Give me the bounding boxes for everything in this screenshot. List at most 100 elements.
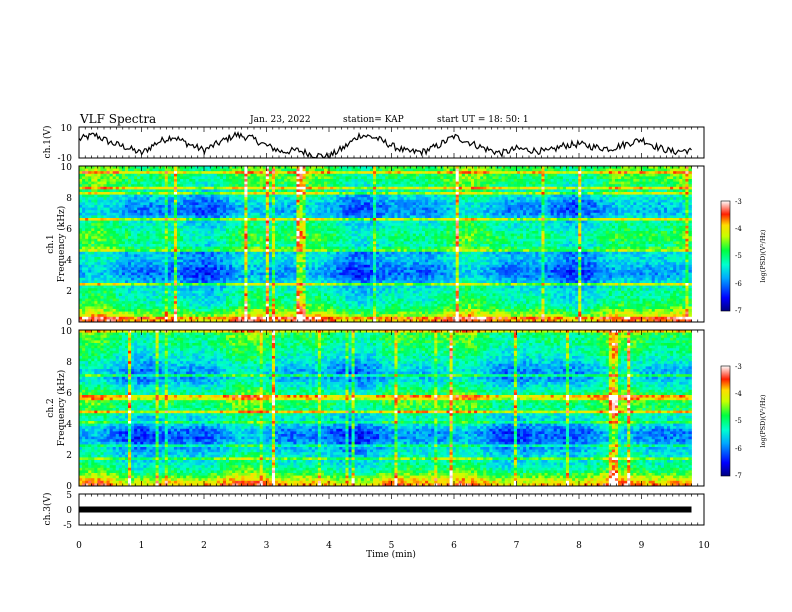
spectrogram-cell	[618, 171, 622, 175]
spectrogram-cell	[480, 220, 484, 224]
spectrogram-cell	[140, 207, 144, 211]
spectrogram-cell	[134, 179, 138, 182]
spectrogram-cell	[440, 189, 444, 193]
spectrogram-cell	[614, 210, 619, 214]
spectrogram-cell	[611, 171, 616, 175]
spectrogram-cell	[121, 181, 126, 185]
spectrogram-cell	[131, 171, 135, 175]
spectrogram-cell	[547, 199, 552, 203]
spectrogram-cell	[611, 186, 616, 190]
spectrogram-cell	[480, 223, 484, 227]
spectrogram-cell	[685, 215, 689, 219]
spectrogram-cell	[222, 212, 227, 216]
spectrogram-cell	[314, 171, 319, 175]
spectrogram-cell	[124, 199, 129, 203]
spectrogram-cell	[535, 181, 539, 185]
spectrogram-cell	[109, 207, 114, 211]
spectrogram-cell	[587, 173, 591, 177]
spectrogram-cell	[660, 184, 665, 188]
spectrogram-cell	[648, 192, 653, 195]
spectrogram-cell	[535, 186, 539, 190]
spectrogram-cell	[688, 173, 692, 177]
spectrogram-cell	[443, 176, 447, 180]
spectrogram-cell	[115, 173, 120, 177]
spectrogram-cell	[535, 184, 539, 188]
spectrogram-cell	[128, 197, 132, 201]
spectrogram-cell	[575, 223, 579, 227]
spectrogram-cell	[320, 218, 325, 221]
spectrogram-cell	[434, 207, 438, 211]
spectrogram-cell	[149, 207, 153, 211]
spectrogram-cell	[621, 220, 625, 224]
spectrogram-cell	[320, 220, 325, 224]
spectrogram-cell	[400, 192, 405, 195]
spectrogram-cell	[183, 168, 187, 172]
spectrogram-cell	[498, 184, 503, 188]
spectrogram-cell	[79, 184, 83, 188]
spectrogram-cell	[639, 186, 643, 190]
spectrogram-cell	[222, 192, 227, 195]
spectrogram-cell	[492, 186, 496, 190]
spectrogram-cell	[590, 218, 594, 221]
spectrogram-cell	[314, 210, 319, 214]
spectrogram-cell	[446, 166, 450, 169]
spectrogram-cell	[624, 225, 628, 229]
spectrogram-cell	[538, 205, 542, 208]
spectrogram-cell	[317, 225, 322, 229]
spectrogram-cell	[516, 176, 521, 180]
spectrogram-cell	[330, 194, 334, 198]
spectrogram-cell	[317, 210, 322, 214]
spectrogram-cell	[268, 225, 273, 229]
spectrogram-cell	[477, 199, 481, 203]
spectrogram-cell	[348, 205, 352, 208]
spectrogram-cell	[667, 192, 671, 195]
spectrogram-cell	[293, 212, 297, 216]
spectrogram-cell	[507, 192, 512, 195]
spectrogram-cell	[201, 192, 205, 195]
spectrogram-cell	[504, 207, 509, 211]
spectrogram-cell	[575, 179, 579, 182]
spectrogram-cell	[247, 212, 251, 216]
spectrogram-cell	[513, 223, 518, 227]
spectrogram-cell	[556, 218, 561, 221]
spectrogram-cell	[670, 194, 674, 198]
spectrogram-cell	[250, 194, 254, 198]
spectrogram-cell	[195, 205, 199, 208]
spectrogram-cell	[308, 176, 313, 180]
spectrogram-cell	[667, 168, 671, 172]
spectrogram-cell	[131, 199, 135, 203]
spectrogram-cell	[226, 210, 230, 214]
spectrogram-cell	[602, 171, 607, 175]
spectrogram-cell	[685, 166, 689, 169]
spectrogram-cell	[345, 184, 349, 188]
spectrogram-cell	[134, 220, 138, 224]
spectrogram-cell	[679, 197, 683, 201]
spectrogram-cell	[391, 181, 395, 185]
spectrogram-cell	[388, 199, 392, 203]
spectrogram-cell	[226, 181, 230, 185]
spectrogram-cell	[651, 207, 656, 211]
spectrogram-cell	[673, 173, 677, 177]
spectrogram-cell	[158, 181, 163, 185]
spectrogram-cell	[314, 205, 319, 208]
spectrogram-cell	[308, 173, 313, 177]
spectrogram-cell	[596, 192, 601, 195]
spectrogram-cell	[128, 199, 132, 203]
spectrogram-cell	[425, 205, 429, 208]
spectrogram-cell	[602, 220, 607, 224]
spectrogram-cell	[562, 181, 567, 185]
spectrogram-cell	[146, 194, 150, 198]
spectrogram-cell	[290, 205, 294, 208]
spectrogram-cell	[685, 181, 689, 185]
spectrogram-cell	[210, 166, 215, 169]
spectrogram-cell	[109, 189, 114, 193]
spectrogram-cell	[198, 173, 202, 177]
spectrogram-cell	[91, 181, 95, 185]
spectrogram-cell	[124, 225, 129, 229]
spectrogram-cell	[170, 215, 175, 219]
spectrogram-cell	[642, 197, 646, 201]
spectrogram-cell	[520, 184, 524, 188]
spectrogram-cell	[501, 210, 506, 214]
spectrogram-cell	[287, 218, 291, 221]
spectrogram-cell	[91, 225, 95, 229]
